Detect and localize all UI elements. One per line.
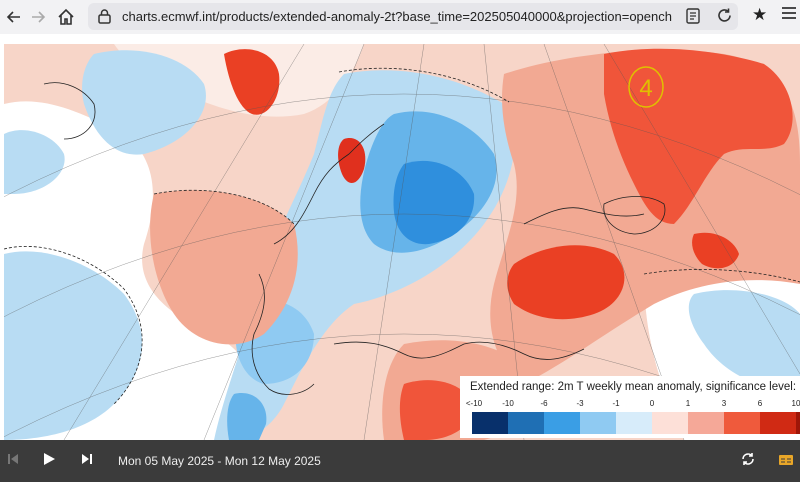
legend: Extended range: 2m T weekly mean anomaly… <box>460 376 800 438</box>
warm-strong-africa <box>399 380 474 440</box>
cool-zone-atlantic <box>4 251 143 440</box>
legend-swatch <box>760 412 796 434</box>
warm-strong-norway <box>338 138 366 184</box>
back-arrow-icon[interactable] <box>0 3 28 31</box>
cool-core-iberia <box>227 393 267 440</box>
cool-zone-north <box>82 50 206 155</box>
animation-player: Mon 05 May 2025 - Mon 12 May 2025 <box>0 440 800 482</box>
legend-swatch <box>472 412 508 434</box>
legend-swatch <box>508 412 544 434</box>
warm-strong-russia <box>604 48 793 224</box>
legend-swatch <box>796 412 800 434</box>
legend-tick: -10 <box>502 399 514 408</box>
legend-swatch <box>544 412 580 434</box>
forward-arrow-icon[interactable] <box>24 3 52 31</box>
browser-toolbar: charts.ecmwf.int/products/extended-anoma… <box>0 0 800 34</box>
legend-tick: 6 <box>757 399 763 408</box>
reader-view-icon[interactable] <box>686 8 700 29</box>
legend-swatch <box>724 412 760 434</box>
legend-tick: 1 <box>685 399 691 408</box>
legend-tick: -6 <box>540 399 548 408</box>
cool-zone-greenland <box>4 130 65 194</box>
legend-swatch <box>688 412 724 434</box>
cool-strong-europe <box>393 160 475 245</box>
toolbar-separator <box>0 34 800 44</box>
cool-zone-east-corner <box>688 290 800 387</box>
annotation-text: 4 <box>639 75 652 102</box>
date-range-label: Mon 05 May 2025 - Mon 12 May 2025 <box>118 454 321 468</box>
play-icon[interactable] <box>42 452 56 469</box>
url-text[interactable]: charts.ecmwf.int/products/extended-anoma… <box>122 9 672 24</box>
legend-tick: <-10 <box>465 399 483 408</box>
warm-strong-balkans <box>507 245 625 320</box>
warm-zone-central <box>150 190 298 345</box>
significance-contours <box>4 67 800 405</box>
legend-tick: 0 <box>649 399 655 408</box>
skip-back-icon[interactable] <box>6 452 20 469</box>
coastlines <box>43 82 666 395</box>
legend-ticks: <-10 -10 -6 -3 -1 0 1 3 6 10 <box>460 399 800 409</box>
legend-tick: 3 <box>721 399 727 408</box>
layers-icon[interactable] <box>778 453 794 469</box>
reload-icon[interactable] <box>716 7 733 29</box>
legend-tick: -1 <box>612 399 620 408</box>
bookmark-star-icon[interactable]: ★ <box>752 5 768 24</box>
warm-strong-scandinavia <box>224 49 280 115</box>
legend-title: Extended range: 2m T weekly mean anomaly… <box>470 381 800 393</box>
legend-tick: 10 <box>791 399 800 408</box>
temperature-anomaly-map[interactable]: 4 <box>4 44 800 440</box>
address-bar[interactable]: charts.ecmwf.int/products/extended-anoma… <box>88 3 738 30</box>
legend-tick: -3 <box>576 399 584 408</box>
lock-icon[interactable] <box>98 9 111 29</box>
skip-forward-icon[interactable] <box>80 452 94 469</box>
menu-icon[interactable] <box>780 4 798 27</box>
legend-swatches <box>472 412 800 434</box>
home-icon[interactable] <box>52 3 80 31</box>
legend-swatch <box>652 412 688 434</box>
handwritten-annotation: 4 <box>628 66 664 108</box>
legend-swatch <box>580 412 616 434</box>
legend-swatch <box>616 412 652 434</box>
warm-strong-caucasus <box>692 232 739 269</box>
loop-icon[interactable] <box>740 451 756 470</box>
